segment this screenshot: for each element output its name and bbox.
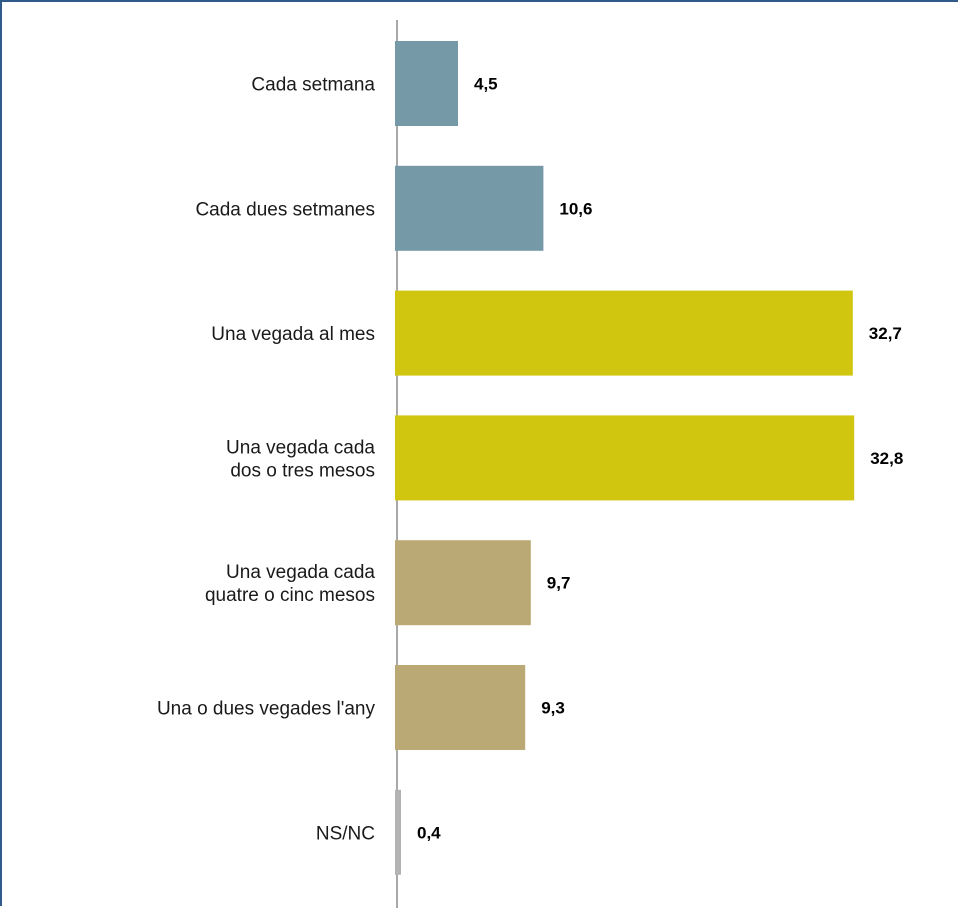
bar [395, 41, 458, 126]
category-label: Cada setmana [251, 75, 375, 96]
category-label: Una o dues vegades l'any [157, 699, 376, 720]
category-label-line: Una vegada cada [226, 437, 375, 458]
bar [395, 789, 401, 875]
category-label-line: Una vegada al mes [211, 324, 375, 345]
category-label-line: Cada setmana [251, 75, 375, 96]
value-label: 4,5 [474, 75, 498, 94]
category-label: Cada dues setmanes [195, 199, 375, 220]
category-label: NS/NC [316, 823, 375, 844]
category-label: Una vegada cada quatre o cinc mesos [205, 562, 375, 606]
bar [395, 665, 526, 750]
value-label: 32,7 [869, 324, 902, 343]
value-label: 10,6 [559, 199, 592, 218]
bar [395, 290, 853, 376]
bar [395, 415, 855, 501]
value-label: 9,7 [547, 574, 571, 593]
bar [395, 165, 544, 251]
category-label: Una vegada al mes [211, 324, 375, 345]
category-label-line: dos o tres mesos [230, 460, 375, 481]
value-label: 0,4 [417, 823, 441, 842]
category-label-line: Cada dues setmanes [195, 199, 375, 220]
category-label-line: Una o dues vegades l'any [157, 699, 376, 720]
category-label-line: Una vegada cada [226, 562, 375, 583]
category-label-line: quatre o cinc mesos [205, 585, 375, 606]
bar [395, 540, 531, 626]
value-label: 32,8 [870, 449, 903, 468]
value-label: 9,3 [541, 699, 565, 718]
category-label-line: NS/NC [316, 823, 375, 844]
category-label: Una vegada cada dos o tres mesos [226, 437, 375, 481]
